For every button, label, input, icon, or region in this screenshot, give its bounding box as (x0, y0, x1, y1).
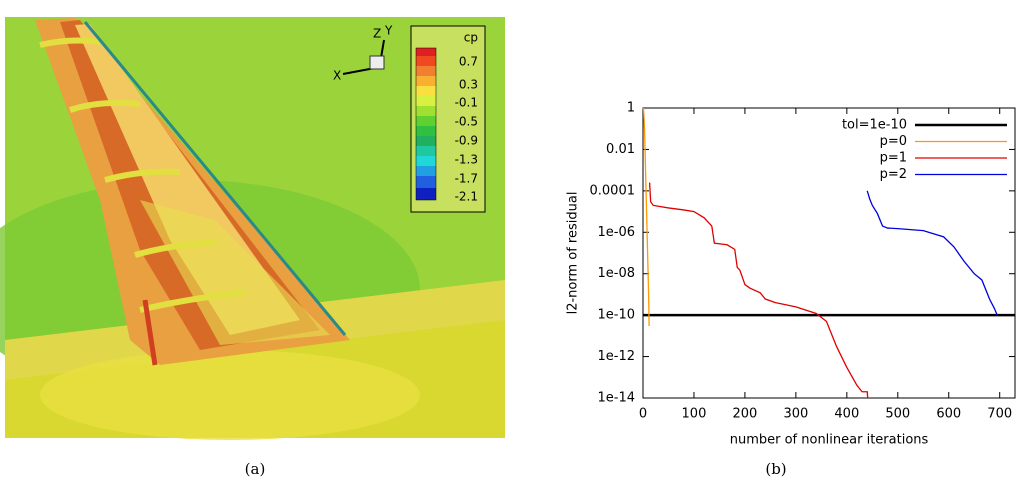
colorbar (410, 25, 486, 213)
x-tick-label: 200 (733, 407, 758, 422)
series-line (866, 190, 998, 316)
legend-label: tol=1e-10 (842, 118, 907, 133)
legend-label: p=0 (880, 134, 907, 149)
x-tick-label: 300 (783, 407, 808, 422)
series-line (648, 182, 869, 399)
y-tick-label: 0.01 (606, 142, 635, 157)
y-tick-label: 1e-08 (597, 266, 635, 281)
x-axis-title: number of nonlinear iterations (730, 433, 929, 448)
x-tick-label: 600 (936, 407, 961, 422)
y-tick-label: 1e-10 (597, 308, 635, 323)
colorbar-label: 0.7 (459, 55, 478, 69)
axis-label: Y (384, 24, 393, 38)
x-tick-label: 100 (682, 407, 707, 422)
y-tick-label: 0.0001 (590, 183, 636, 198)
colorbar-label: 0.3 (459, 78, 478, 92)
plot-frame (642, 107, 1016, 399)
series-line (642, 107, 650, 326)
x-tick-label: 400 (834, 407, 859, 422)
axis-label: Z (373, 27, 381, 41)
colorbar-label: -0.1 (455, 96, 478, 110)
plot: 1 0.01 0.0001 1e-06 1e-08 1e-10 1e-12 1e-14 0 100… (590, 101, 1016, 422)
x-tick-label: 0 (639, 407, 647, 422)
colorbar-label: -0.5 (455, 115, 478, 129)
colorbar-label: -2.1 (455, 190, 478, 204)
y-axis-title: l2-norm of residual (566, 192, 581, 315)
y-tick-label: 1e-12 (597, 349, 635, 364)
x-tick-label: 500 (885, 407, 910, 422)
legend-label: p=2 (880, 167, 907, 182)
y-tick-label: 1e-14 (597, 391, 635, 406)
colorbar-label: -1.7 (455, 172, 478, 186)
caption: (b) (765, 460, 786, 478)
y-tick-label: 1 (627, 101, 635, 116)
axis-triad (342, 39, 385, 75)
legend-label: p=1 (880, 151, 907, 166)
axis-label: X (333, 69, 341, 83)
colorbar-label: -0.9 (455, 134, 478, 148)
caption: (a) (245, 460, 266, 478)
y-tick-label: 1e-06 (597, 225, 635, 240)
x-tick-label: 700 (987, 407, 1012, 422)
colorbar-label: -1.3 (455, 153, 478, 167)
colorbar-title: cp (464, 31, 478, 45)
